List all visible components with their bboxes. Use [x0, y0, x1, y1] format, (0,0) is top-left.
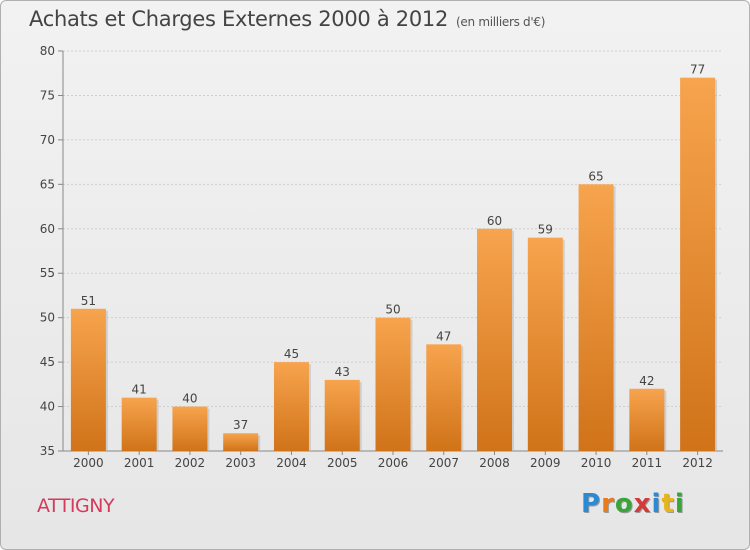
logo-letter: i	[651, 489, 662, 519]
data-label: 59	[538, 223, 553, 237]
x-tick-label: 2011	[632, 456, 663, 470]
y-tick-label: 65	[40, 177, 55, 191]
logo-letter: o	[614, 489, 634, 519]
chart-title: Achats et Charges Externes 2000 à 2012 (e…	[29, 7, 545, 31]
data-label: 45	[284, 347, 299, 361]
bar-2002	[172, 406, 208, 451]
bar-2001	[121, 397, 157, 451]
logo-letter: r	[601, 489, 615, 519]
data-label: 41	[132, 383, 147, 397]
bar-2005	[324, 379, 360, 451]
data-label: 65	[588, 169, 603, 183]
x-tick-label: 2005	[327, 456, 358, 470]
x-tick-label: 2002	[175, 456, 206, 470]
y-tick-label: 75	[40, 88, 55, 102]
x-tick-label: 2007	[428, 456, 459, 470]
bar-2000	[70, 308, 106, 451]
data-label: 42	[639, 374, 654, 388]
y-tick-label: 50	[40, 311, 55, 325]
x-tick-label: 2003	[225, 456, 256, 470]
y-tick-label: 80	[40, 44, 55, 58]
bar-2010	[578, 184, 614, 452]
bar-2009	[527, 237, 563, 451]
logo-letter: t	[661, 489, 675, 519]
x-tick-label: 2012	[682, 456, 713, 470]
logo-letter: i	[674, 489, 685, 519]
bar-2003	[223, 433, 259, 451]
chart-subtitle: (en milliers d'€)	[456, 15, 546, 29]
bar-2004	[273, 362, 309, 451]
data-label: 50	[385, 303, 400, 317]
data-label: 37	[233, 418, 248, 432]
y-tick-label: 60	[40, 222, 55, 236]
y-tick-label: 45	[40, 355, 55, 369]
x-tick-label: 2008	[479, 456, 510, 470]
x-tick-label: 2009	[530, 456, 561, 470]
labels: 35 40 45 50 55 60 65 70 75 80 51 2000 41 2001 40 2002 37…	[40, 44, 713, 470]
x-tick-label: 2000	[73, 456, 104, 470]
y-tick-label: 40	[40, 400, 55, 414]
logo-letter: P	[581, 489, 602, 519]
data-label: 60	[487, 214, 502, 228]
city-name: ATTIGNY	[37, 495, 115, 517]
data-label: 51	[81, 294, 96, 308]
proxiti-logo: Proxiti	[581, 489, 685, 519]
bars	[70, 77, 718, 452]
x-tick-label: 2004	[276, 456, 307, 470]
y-tick-label: 55	[40, 266, 55, 280]
y-tick-label: 70	[40, 133, 55, 147]
bar-2012	[680, 77, 716, 452]
data-label: 40	[182, 392, 197, 406]
data-label: 43	[335, 365, 350, 379]
bar-2008	[477, 228, 513, 451]
bar-2006	[375, 317, 411, 451]
bar-2007	[426, 344, 462, 451]
data-label: 47	[436, 329, 451, 343]
logo-letter: x	[633, 489, 652, 519]
bar-2011	[629, 388, 665, 451]
x-tick-label: 2006	[378, 456, 409, 470]
x-tick-label: 2010	[581, 456, 612, 470]
data-label: 77	[690, 63, 705, 77]
y-tick-label: 35	[40, 444, 55, 458]
x-tick-label: 2001	[124, 456, 155, 470]
chart-title-text: Achats et Charges Externes 2000 à 2012	[29, 7, 449, 31]
